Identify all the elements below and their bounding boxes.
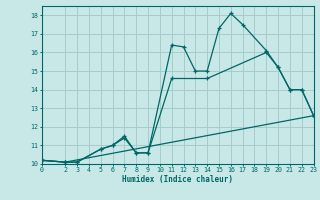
X-axis label: Humidex (Indice chaleur): Humidex (Indice chaleur) [122, 175, 233, 184]
